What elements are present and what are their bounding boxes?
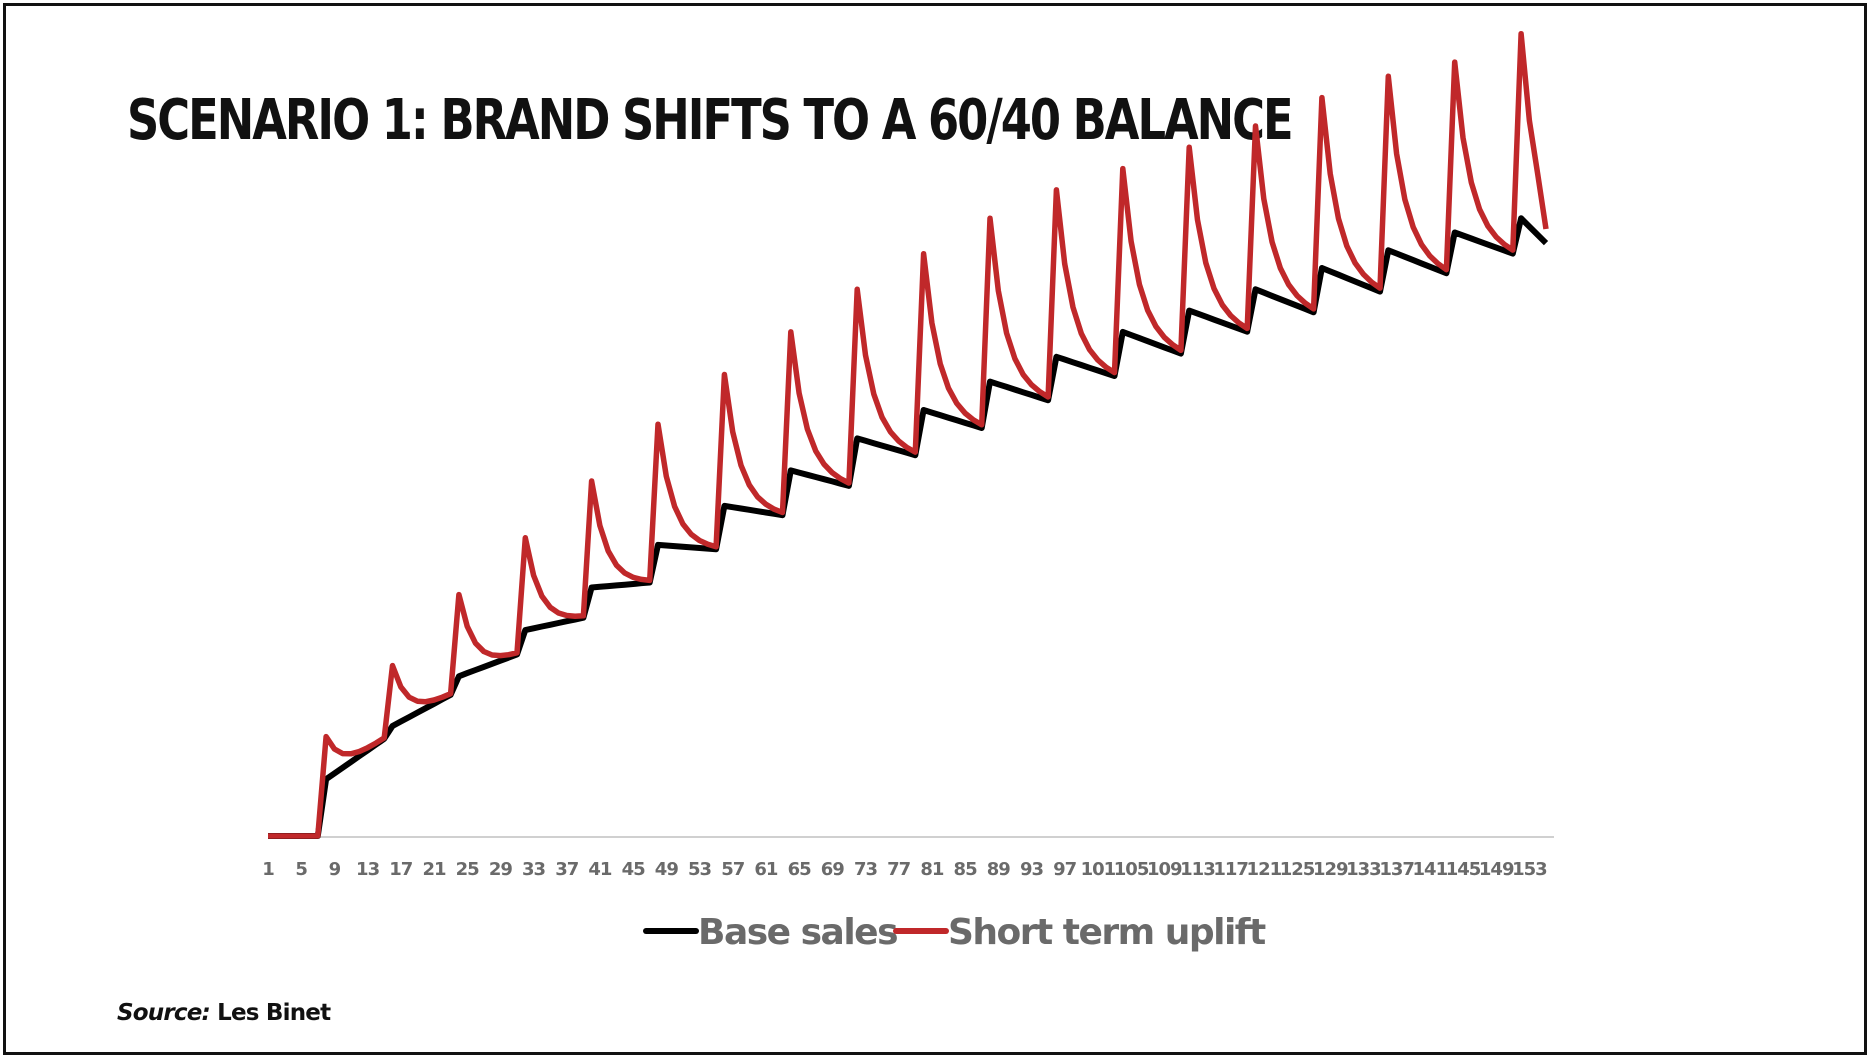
legend: Base sales Short term uplift (643, 912, 1267, 953)
x-tick-label: 29 (489, 859, 513, 880)
x-tick-label: 113 (1180, 859, 1215, 880)
x-tick-label: 49 (655, 859, 679, 880)
x-tick-label: 101 (1081, 859, 1116, 880)
x-tick-label: 33 (522, 859, 546, 880)
x-tick-label: 5 (295, 859, 307, 880)
x-tick-label: 21 (422, 859, 446, 880)
legend-item-base-sales[interactable]: Base sales (643, 912, 899, 953)
x-tick-label: 25 (456, 859, 480, 880)
x-tick-label: 89 (987, 859, 1011, 880)
slide-title: SCENARIO 1: BRAND SHIFTS TO A 60/40 BALA… (127, 88, 1294, 153)
x-tick-label: 93 (1020, 859, 1044, 880)
x-tick-label: 137 (1379, 859, 1414, 880)
x-tick-label: 37 (555, 859, 579, 880)
base-sales-line (268, 215, 1549, 839)
x-tick-label: 77 (887, 859, 911, 880)
x-tick-label: 53 (688, 859, 712, 880)
source-note: Source: Les Binet (117, 1000, 331, 1026)
x-tick-label: 125 (1280, 859, 1315, 880)
x-tick-label: 109 (1147, 859, 1182, 880)
legend-label-base-sales: Base sales (698, 912, 897, 953)
slide: SCENARIO 1: BRAND SHIFTS TO A 60/40 BALA… (3, 3, 1867, 1055)
x-tick-label: 133 (1346, 859, 1381, 880)
x-tick-label: 9 (329, 859, 341, 880)
x-tick-label: 41 (588, 859, 612, 880)
x-tick-label: 117 (1213, 859, 1248, 880)
x-tick-label: 17 (389, 859, 413, 880)
x-tick-label: 121 (1247, 859, 1282, 880)
x-tick-label: 65 (788, 859, 812, 880)
x-tick-label: 45 (622, 859, 646, 880)
x-tick-label: 97 (1053, 859, 1077, 880)
source-value: Les Binet (217, 1000, 331, 1026)
x-tick-label: 153 (1512, 859, 1547, 880)
x-tick-label: 73 (854, 859, 878, 880)
x-tick-label: 57 (721, 859, 745, 880)
x-tick-label: 105 (1114, 859, 1149, 880)
short-term-uplift-line (268, 30, 1549, 839)
x-tick-labels: 1 5 9 13 17 21 25 29 33 37 41 45 49 53 57 61 65 69 73 77 81 8… (262, 859, 1548, 880)
x-tick-label: 149 (1479, 859, 1514, 880)
x-tick-label: 13 (356, 859, 380, 880)
source-label: Source: (117, 1000, 211, 1026)
legend-label-short-term-uplift: Short term uplift (948, 912, 1266, 953)
x-tick-label: 1 (262, 859, 274, 880)
chart: 1 5 9 13 17 21 25 29 33 37 41 45 49 53 57 61 65 69 73 77 81 8… (262, 30, 1554, 953)
x-tick-label: 81 (920, 859, 944, 880)
x-tick-label: 85 (954, 859, 978, 880)
legend-item-short-term-uplift[interactable]: Short term uplift (893, 912, 1267, 953)
x-tick-label: 145 (1446, 859, 1481, 880)
x-tick-label: 61 (754, 859, 778, 880)
x-tick-label: 141 (1413, 859, 1448, 880)
x-tick-label: 129 (1313, 859, 1348, 880)
x-tick-label: 69 (821, 859, 845, 880)
